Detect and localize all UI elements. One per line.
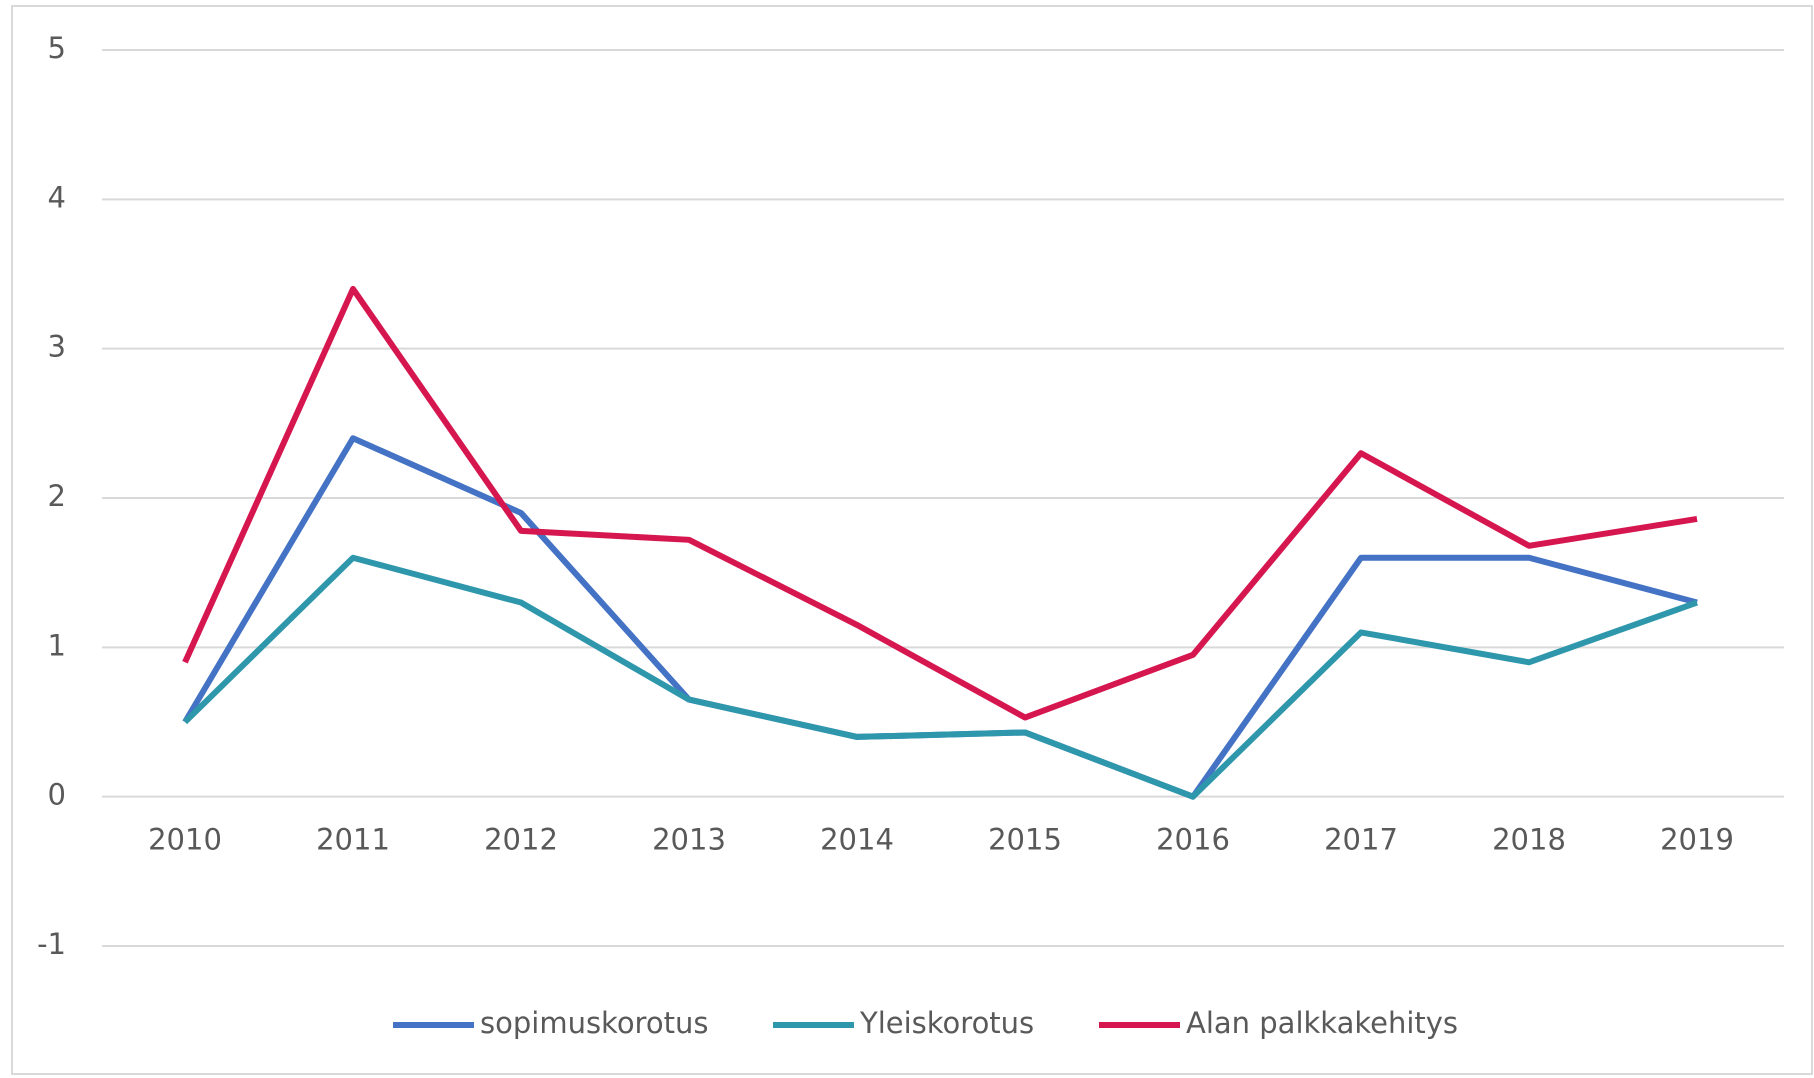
- x-tick-label: 2010: [148, 823, 222, 857]
- y-tick-label: 1: [48, 628, 66, 662]
- chart-frame: [11, 5, 1813, 1075]
- y-tick-label: 5: [48, 31, 66, 65]
- x-tick-label: 2019: [1660, 823, 1734, 857]
- legend-label: Yleiskorotus: [859, 1006, 1034, 1040]
- legend-label: sopimuskorotus: [480, 1006, 708, 1040]
- x-tick-label: 2016: [1156, 823, 1230, 857]
- x-tick-label: 2014: [820, 823, 894, 857]
- y-tick-label: 0: [48, 778, 66, 812]
- y-tick-label: 4: [48, 180, 66, 214]
- legend-label: Alan palkkakehitys: [1186, 1006, 1458, 1040]
- x-tick-label: 2012: [484, 823, 558, 857]
- y-tick-label: 2: [48, 479, 66, 513]
- y-tick-label: -1: [37, 927, 66, 961]
- series-line: [182, 285, 1698, 721]
- x-tick-label: 2013: [652, 823, 726, 857]
- x-tick-label: 2015: [988, 823, 1062, 857]
- x-tick-label: 2011: [316, 823, 390, 857]
- x-tick-label: 2017: [1324, 823, 1398, 857]
- x-tick-label: 2018: [1492, 823, 1566, 857]
- series-line: [182, 554, 1699, 800]
- y-tick-label: 3: [48, 330, 66, 364]
